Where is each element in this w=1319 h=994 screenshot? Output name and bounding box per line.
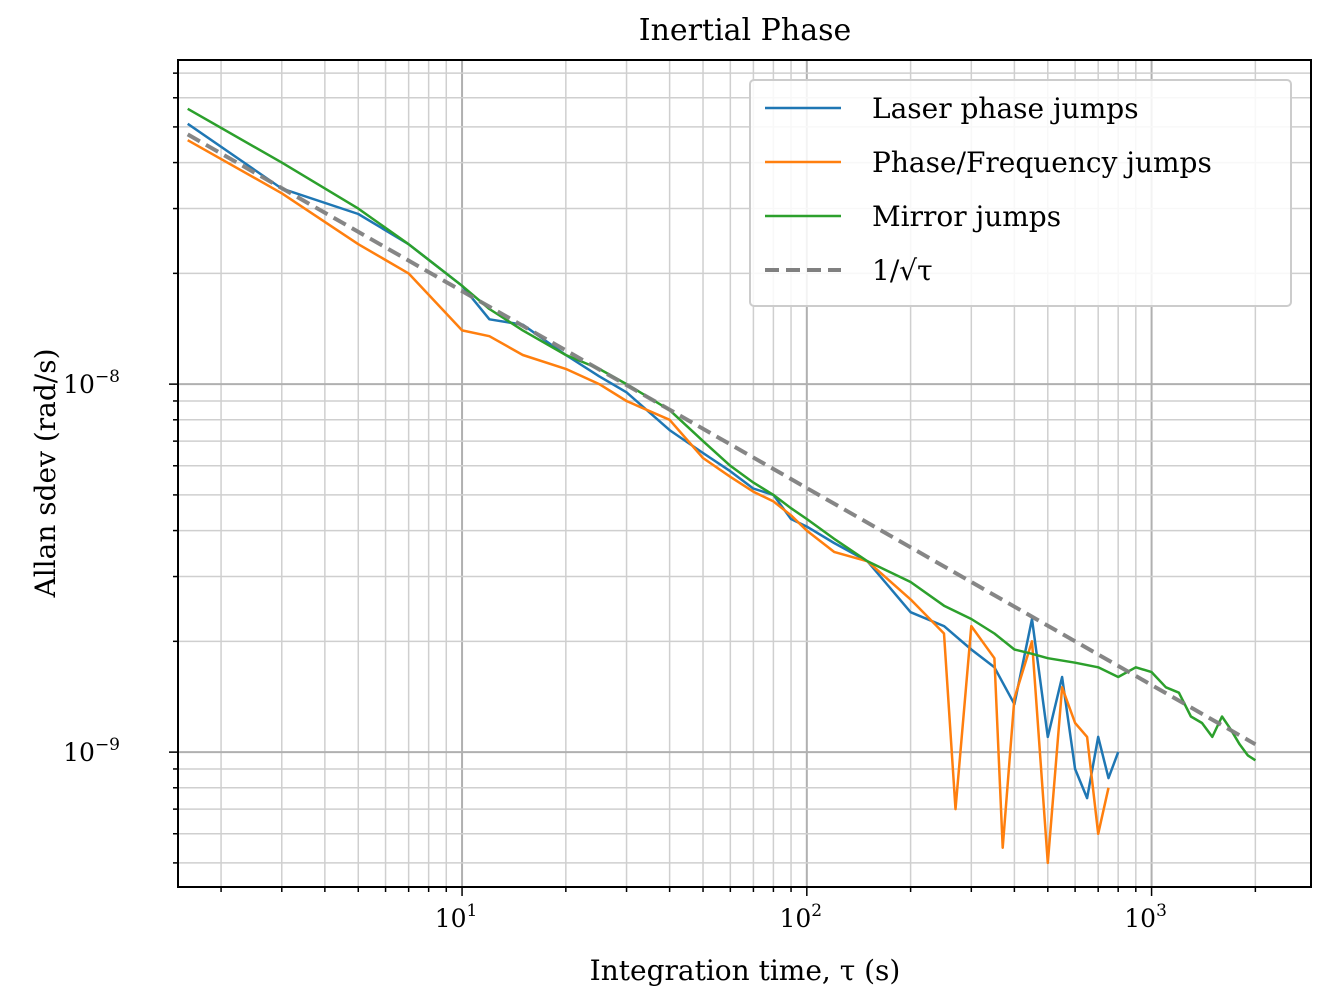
x-axis-label: Integration time, τ (s) [590,954,901,987]
series-line-4 [186,132,1257,747]
legend-box [749,79,1292,307]
series-line-3 [187,107,1257,762]
series-line-2 [187,139,1110,865]
legend-label: Mirror jumps [872,200,1061,233]
legend-label: 1/√τ [872,254,933,287]
legend: Laser phase jumps Phase/Frequency jumps Mi… [749,79,1292,307]
chart-title: Inertial Phase [639,13,851,48]
series-layer [186,107,1257,865]
legend-label: Phase/Frequency jumps [872,146,1212,179]
y-axis-label: Allan sdev (rad/s) [29,349,62,599]
legend-label: Laser phase jumps [872,92,1139,125]
plot-frame [177,59,1312,888]
